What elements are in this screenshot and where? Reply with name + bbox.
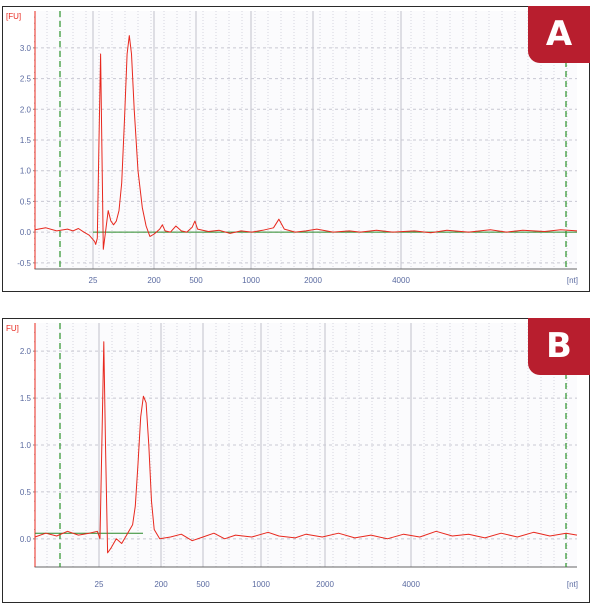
panel-badge-b: B <box>528 318 590 375</box>
trace-line-a <box>34 35 578 250</box>
x-axis-label-a: [nt] <box>567 276 578 285</box>
y-tick-label: 1.0 <box>20 167 32 176</box>
x-tick-label: 500 <box>189 276 203 285</box>
y-tick-label: 1.0 <box>20 441 32 450</box>
y-tick-label: 2.5 <box>20 75 32 84</box>
x-tick-label: 1000 <box>242 276 260 285</box>
y-axis-label-b: FU] <box>6 324 19 333</box>
electropherogram-panel-a: -0.5 0.0 0.5 1.0 1.5 2.0 2.5 3.0 25 200 500 1000 200… <box>2 6 590 292</box>
electropherogram-panel-b: 0.0 0.5 1.0 1.5 2.0 25 200 500 1000 2000 4000 FU] [n… <box>2 318 590 603</box>
electropherogram-chart-a: -0.5 0.0 0.5 1.0 1.5 2.0 2.5 3.0 25 200 500 1000 200… <box>6 11 578 285</box>
trace-line-b <box>34 341 578 554</box>
x-tick-label: 2000 <box>304 276 322 285</box>
x-tick-label: 25 <box>89 276 98 285</box>
x-tick-label: 200 <box>154 580 168 589</box>
x-tick-label: 200 <box>147 276 161 285</box>
y-tick-label: -0.5 <box>17 259 31 268</box>
y-tick-label: 3.0 <box>20 44 32 53</box>
y-tick-label: 2.0 <box>20 105 32 114</box>
x-tick-label: 2000 <box>316 580 334 589</box>
y-tick-label: 0.5 <box>20 197 32 206</box>
x-axis-label-b: [nt] <box>567 580 578 589</box>
electropherogram-chart-b: 0.0 0.5 1.0 1.5 2.0 25 200 500 1000 2000 4000 FU] [n… <box>6 323 578 589</box>
x-tick-label: 500 <box>196 580 210 589</box>
x-tick-label: 4000 <box>392 276 410 285</box>
y-axis-label-a: [FU] <box>6 12 21 21</box>
y-tick-label: 2.0 <box>20 347 32 356</box>
y-tick-label: 0.0 <box>20 535 32 544</box>
y-tick-label: 1.5 <box>20 394 32 403</box>
y-tick-label: 0.5 <box>20 488 32 497</box>
x-tick-label: 1000 <box>252 580 270 589</box>
x-tick-label: 25 <box>95 580 104 589</box>
y-tick-label: 1.5 <box>20 136 32 145</box>
x-tick-label: 4000 <box>402 580 420 589</box>
y-tick-label: 0.0 <box>20 228 32 237</box>
panel-badge-a: A <box>528 6 590 63</box>
